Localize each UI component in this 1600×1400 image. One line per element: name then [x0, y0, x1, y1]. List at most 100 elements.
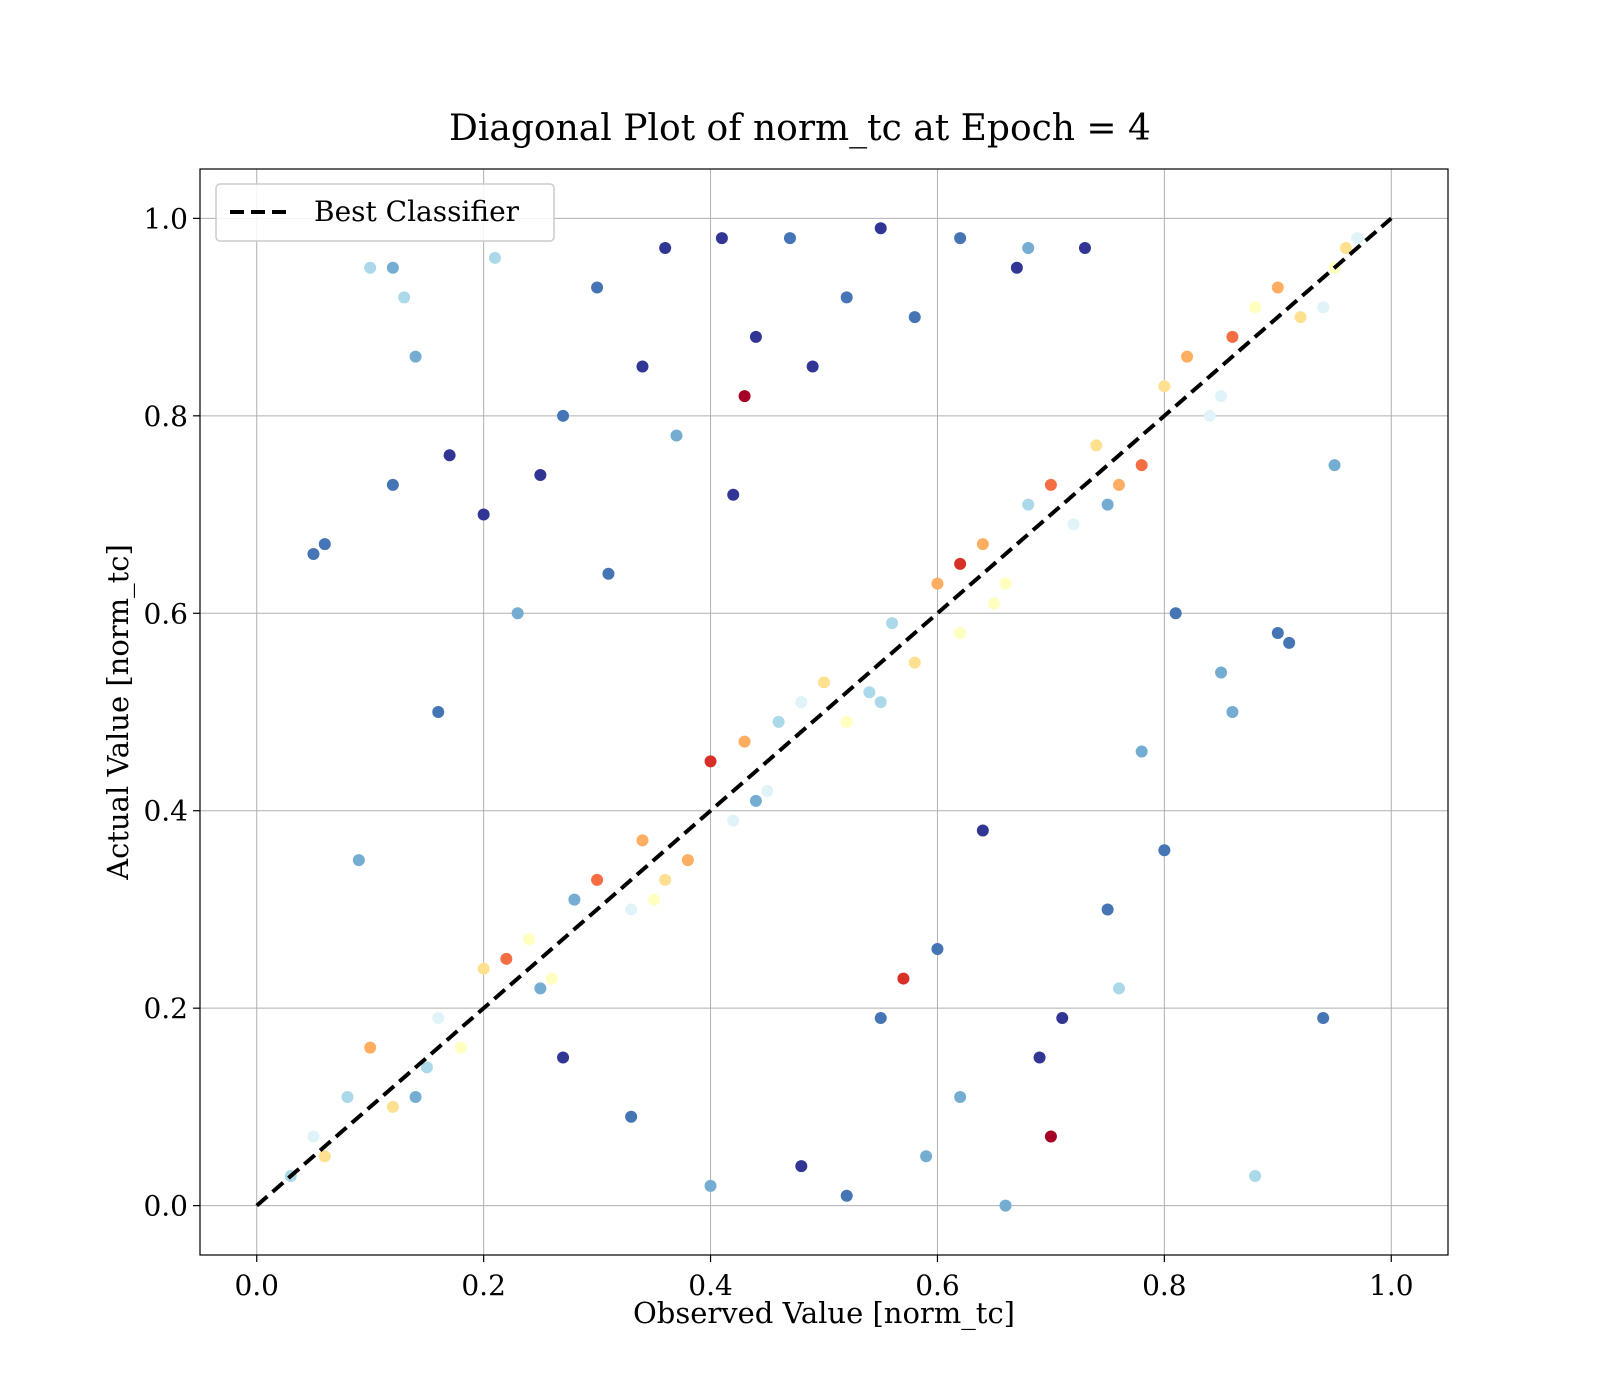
scatter-point — [738, 735, 751, 748]
y-axis-label: Actual Value [norm_tc] — [101, 544, 136, 881]
scatter-point — [1112, 478, 1125, 491]
scatter-point — [545, 972, 558, 985]
x-tick-label: 0.8 — [1142, 1269, 1187, 1302]
scatter-point — [318, 1150, 331, 1163]
scatter-point — [704, 755, 717, 768]
x-tick-label: 0.2 — [461, 1269, 506, 1302]
scatter-point — [1339, 241, 1352, 254]
y-tick-label: 1.0 — [143, 202, 188, 235]
scatter-point — [557, 409, 570, 422]
scatter-point — [625, 1110, 638, 1123]
scatter-point — [443, 449, 456, 462]
scatter-point — [1135, 745, 1148, 758]
scatter-point — [727, 814, 740, 827]
scatter-point — [954, 557, 967, 570]
scatter-point — [1226, 330, 1239, 343]
scatter-point — [534, 469, 547, 482]
scatter-point — [1215, 390, 1228, 403]
scatter-point — [1067, 518, 1080, 531]
scatter-point — [1112, 982, 1125, 995]
scatter-point — [1033, 1051, 1046, 1064]
scatter-point — [1181, 350, 1194, 363]
scatter-point — [908, 656, 921, 669]
scatter-point — [976, 824, 989, 837]
scatter-points — [284, 222, 1364, 1212]
scatter-point — [999, 577, 1012, 590]
scatter-point — [500, 952, 513, 965]
scatter-point — [1056, 1012, 1069, 1025]
scatter-point — [636, 834, 649, 847]
scatter-point — [772, 715, 785, 728]
y-tick-label: 0.2 — [143, 992, 188, 1025]
scatter-point — [1044, 1130, 1057, 1143]
x-axis-label: Observed Value [norm_tc] — [633, 1296, 1015, 1331]
scatter-point — [1328, 459, 1341, 472]
scatter-point — [931, 942, 944, 955]
y-tick-label: 0.4 — [143, 795, 188, 828]
scatter-point — [931, 577, 944, 590]
scatter-point — [1078, 241, 1091, 254]
scatter-point — [840, 291, 853, 304]
scatter-point — [1158, 844, 1171, 857]
scatter-point — [840, 1189, 853, 1202]
scatter-point — [1044, 478, 1057, 491]
scatter-point — [1317, 1012, 1330, 1025]
scatter-point — [1283, 636, 1296, 649]
scatter-point — [988, 597, 1001, 610]
scatter-point — [307, 548, 320, 561]
scatter-point — [386, 1100, 399, 1113]
scatter-point — [432, 1012, 445, 1025]
best-classifier-line — [255, 216, 1393, 1208]
scatter-point — [341, 1091, 354, 1104]
scatter-point — [488, 251, 501, 264]
scatter-point — [1169, 607, 1182, 620]
y-tick-label: 0.6 — [143, 597, 188, 630]
scatter-point — [477, 508, 490, 521]
scatter-point — [704, 1179, 717, 1192]
scatter-point — [477, 962, 490, 975]
scatter-point — [1135, 459, 1148, 472]
scatter-point — [761, 784, 774, 797]
scatter-point — [636, 360, 649, 373]
scatter-point — [352, 854, 365, 867]
scatter-point — [432, 706, 445, 718]
scatter-point — [557, 1051, 570, 1064]
scatter-point — [738, 390, 751, 403]
scatter-point — [818, 676, 830, 689]
scatter-point — [591, 281, 604, 294]
scatter-point — [1022, 498, 1035, 511]
scatter-point — [1351, 232, 1364, 245]
scatter-point — [806, 360, 819, 373]
scatter-point — [386, 478, 399, 491]
scatter-point — [1203, 409, 1216, 422]
scatter-point — [1010, 261, 1023, 274]
scatter-point — [1215, 666, 1228, 679]
scatter-point — [954, 232, 967, 245]
scatter-point — [1249, 301, 1262, 314]
scatter-point — [874, 696, 887, 709]
scatter-point — [920, 1150, 933, 1163]
y-tick-label: 0.0 — [143, 1190, 188, 1223]
scatter-point — [749, 794, 762, 807]
scatter-point — [749, 330, 762, 343]
scatter-point — [783, 232, 796, 245]
scatter-point — [874, 222, 887, 235]
scatter-point — [727, 488, 740, 501]
scatter-point — [1317, 301, 1330, 314]
scatter-point — [1226, 706, 1239, 718]
scatter-point — [454, 1041, 467, 1054]
scatter-point — [1101, 498, 1114, 511]
scatter-point — [1271, 627, 1284, 640]
scatter-point — [1249, 1170, 1262, 1183]
scatter-point — [1294, 311, 1307, 324]
scatter-point — [954, 1091, 967, 1104]
scatter-point — [897, 972, 910, 985]
scatter-point — [840, 715, 853, 728]
scatter-point — [647, 893, 660, 906]
scatter-point — [307, 1130, 320, 1143]
scatter-point — [795, 1160, 808, 1173]
scatter-point — [1271, 281, 1284, 294]
scatter-point — [625, 903, 638, 916]
scatter-point — [659, 241, 672, 254]
scatter-point — [409, 1091, 422, 1104]
